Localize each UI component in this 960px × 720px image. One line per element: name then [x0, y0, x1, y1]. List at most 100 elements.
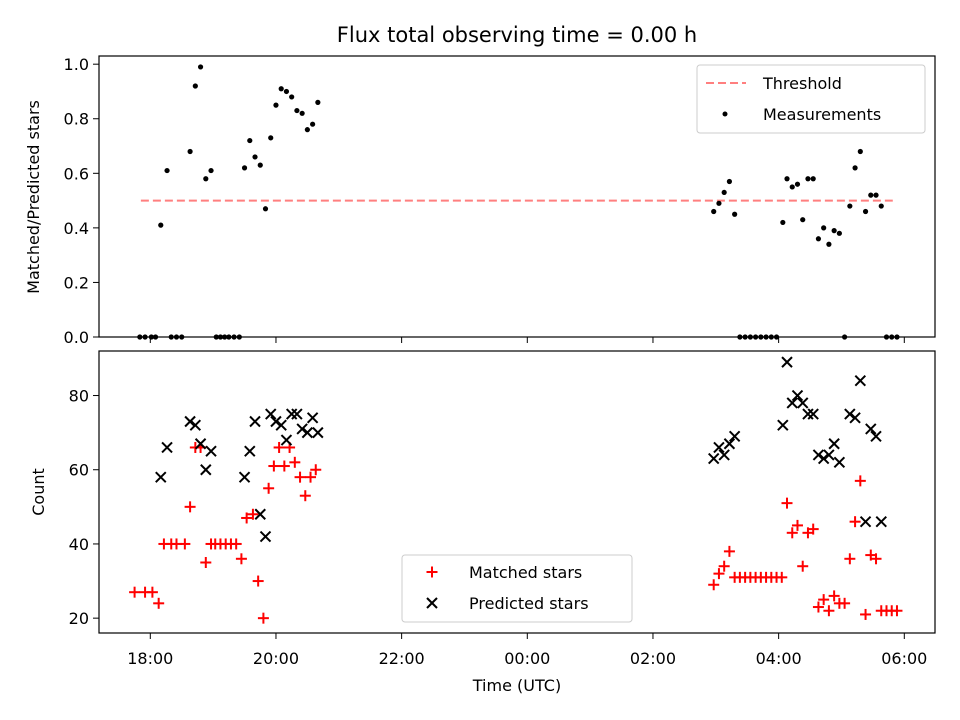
- measurement-point: [252, 154, 258, 160]
- predicted-star-point: [807, 408, 819, 420]
- x-tick-label: 20:00: [253, 649, 299, 668]
- measurement-point: [857, 148, 863, 155]
- predicted-star-point-b: [833, 456, 846, 469]
- matched-star-point: [299, 490, 311, 502]
- measurement-point: [784, 176, 790, 182]
- matched-star-point: [268, 460, 280, 472]
- matched-star-point: [786, 527, 798, 539]
- matched-star-point: [891, 605, 903, 617]
- measurement-point: [810, 176, 816, 182]
- predicted-star-point: [781, 356, 793, 368]
- matched-star-point: [797, 560, 809, 572]
- x-tick-label: 22:00: [379, 649, 425, 668]
- predicted-star-point-b: [859, 515, 872, 528]
- matched-star-point: [818, 594, 830, 606]
- matched-star-point: [179, 538, 191, 550]
- predicted-star-point-b: [713, 441, 725, 454]
- matched-star-point: [146, 586, 158, 598]
- matched-star-point: [310, 464, 322, 476]
- matched-star-point: [273, 441, 285, 453]
- predicted-star-point: [728, 430, 741, 443]
- predicted-star-point: [270, 415, 282, 428]
- x-tick-label: 18:00: [127, 649, 173, 668]
- predicted-star-point: [301, 426, 314, 439]
- measurement-point: [726, 178, 733, 185]
- predicted-star-point: [723, 438, 736, 450]
- predicted-star-point-b: [786, 397, 798, 409]
- predicted-star-point: [205, 445, 217, 457]
- top-plot-frame: [98, 55, 936, 338]
- predicted-star-point: [817, 452, 830, 465]
- predicted-star-point: [238, 471, 251, 483]
- predicted-star-point-b: [205, 445, 217, 457]
- top-legend-box: [696, 64, 926, 134]
- predicted-star-point: [296, 423, 308, 435]
- measurement-point: [716, 200, 722, 206]
- legend-threshold-label: Threshold: [762, 74, 842, 93]
- legend-predicted-marker-b: [426, 597, 438, 609]
- predicted-star-point: [306, 412, 319, 424]
- measurement-point: [878, 203, 884, 209]
- predicted-star-point-b: [875, 515, 887, 528]
- predicted-star-point-b: [254, 508, 266, 520]
- top-y-tick-label: 0.4: [64, 219, 89, 238]
- measurement-point: [852, 165, 858, 171]
- bottom-y-tick-label: 40: [69, 535, 89, 554]
- predicted-star-point-b: [189, 419, 202, 431]
- measurement-point: [815, 236, 822, 242]
- predicted-star-point: [161, 441, 173, 454]
- matched-star-point: [129, 586, 141, 598]
- legend-predicted-marker: [426, 597, 438, 609]
- matched-star-point: [776, 571, 788, 583]
- predicted-star-point: [254, 508, 266, 520]
- matched-star-point: [257, 612, 269, 624]
- measurement-point: [826, 241, 832, 247]
- measurement-point: [158, 222, 164, 228]
- predicted-star-point-b: [844, 408, 856, 420]
- measurement-point: [831, 228, 837, 234]
- measurement-point: [862, 208, 869, 215]
- top-y-tick-label: 1.0: [64, 55, 89, 74]
- measurement-point: [794, 181, 801, 187]
- predicted-star-point: [194, 438, 207, 450]
- matched-star-point: [839, 597, 851, 609]
- measurement-point: [789, 184, 795, 190]
- predicted-star-point-b: [723, 438, 736, 450]
- predicted-star-point-b: [812, 449, 825, 461]
- x-tick-label: 04:00: [756, 649, 802, 668]
- top-y-axis-label: Matched/Predicted stars: [24, 100, 43, 294]
- predicted-star-point-b: [280, 434, 293, 446]
- predicted-star-point: [777, 419, 789, 431]
- measurement-point: [283, 88, 290, 95]
- matched-star-point: [200, 557, 212, 568]
- measurement-point: [805, 176, 811, 182]
- measurement-point: [262, 206, 269, 212]
- measurement-point: [241, 165, 248, 171]
- matched-star-point: [791, 519, 803, 531]
- predicted-star-point: [875, 515, 887, 528]
- matched-star-point: [305, 471, 317, 483]
- matched-star-point: [854, 475, 866, 487]
- measurement-point: [299, 110, 305, 116]
- predicted-star-point-b: [275, 419, 287, 431]
- top-y-tick-label: 0.0: [64, 328, 89, 347]
- predicted-star-point-b: [728, 430, 741, 443]
- predicted-star-point: [155, 471, 167, 483]
- legend-measurements-label: Measurements: [763, 105, 881, 124]
- measurement-point: [273, 102, 279, 108]
- predicted-star-point-b: [791, 389, 804, 402]
- predicted-star-point-b: [296, 423, 308, 435]
- matched-star-point: [230, 538, 242, 550]
- matched-star-point: [713, 568, 725, 580]
- measurement-point: [278, 86, 284, 92]
- predicted-star-point: [718, 449, 730, 461]
- measurement-point: [847, 203, 853, 209]
- top-y-tick-label: 0.6: [64, 164, 89, 183]
- top-y-tick-label: 0.2: [64, 273, 89, 292]
- predicted-star-point: [707, 452, 720, 465]
- matched-star-point: [708, 579, 720, 591]
- predicted-star-point: [812, 449, 825, 461]
- predicted-star-point: [844, 408, 856, 420]
- matched-star-point: [263, 482, 275, 494]
- predicted-star-point-b: [301, 426, 314, 439]
